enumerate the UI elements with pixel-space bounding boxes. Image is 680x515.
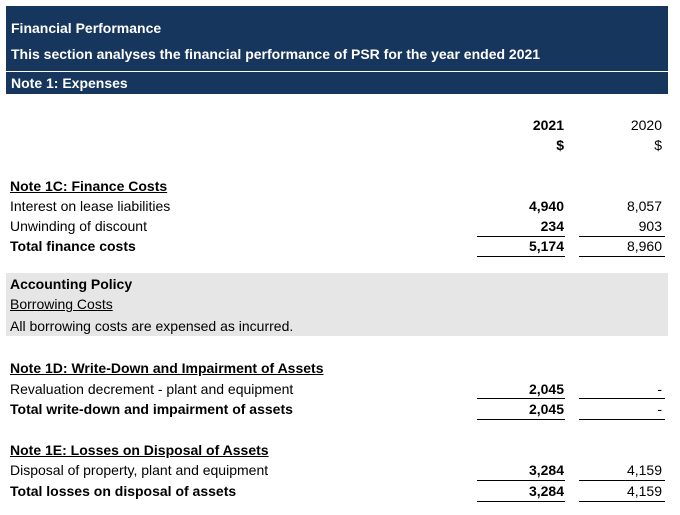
total-rule bbox=[477, 419, 565, 420]
row-value-2020: - bbox=[657, 381, 662, 397]
subtotal-rule bbox=[579, 398, 665, 399]
subtotal-rule bbox=[579, 236, 665, 237]
row-label: Disposal of property, plant and equipmen… bbox=[10, 462, 269, 478]
total-value-2020: 4,159 bbox=[626, 483, 662, 499]
total-label: Total losses on disposal of assets bbox=[10, 483, 237, 499]
total-rule bbox=[579, 419, 665, 420]
note-1c-title: Note 1C: Finance Costs bbox=[10, 178, 168, 194]
row-label: Unwinding of discount bbox=[10, 218, 147, 234]
subtotal-rule bbox=[477, 480, 565, 481]
accounting-policy-box bbox=[6, 273, 668, 336]
total-value-2020: 8,960 bbox=[626, 238, 662, 254]
row-label: Revaluation decrement - plant and equipm… bbox=[10, 381, 294, 397]
note-1d-title: Note 1D: Write-Down and Impairment of As… bbox=[10, 360, 324, 376]
total-rule bbox=[477, 501, 565, 502]
section-subtitle: This section analyses the financial perf… bbox=[11, 46, 541, 62]
section-header: Financial Performance This section analy… bbox=[6, 6, 668, 71]
note-1-bar: Note 1: Expenses bbox=[6, 72, 668, 94]
row-value-2021: 4,940 bbox=[528, 198, 564, 214]
total-rule bbox=[579, 501, 665, 502]
row-value-2020: 903 bbox=[638, 218, 662, 234]
subtotal-rule bbox=[477, 236, 565, 237]
row-value-2021: 2,045 bbox=[528, 381, 564, 397]
row-value-2021: 234 bbox=[540, 218, 564, 234]
policy-title: Accounting Policy bbox=[10, 276, 133, 292]
total-value-2021: 5,174 bbox=[528, 238, 564, 254]
row-value-2020: 8,057 bbox=[626, 198, 662, 214]
total-value-2021: 3,284 bbox=[528, 483, 564, 499]
section-title: Financial Performance bbox=[11, 20, 162, 36]
total-label: Total finance costs bbox=[10, 238, 136, 254]
policy-subtitle: Borrowing Costs bbox=[10, 296, 113, 312]
note-1e-title: Note 1E: Losses on Disposal of Assets bbox=[10, 442, 269, 458]
col-2020-year: 2020 bbox=[630, 117, 662, 133]
total-label: Total write-down and impairment of asset… bbox=[10, 401, 293, 417]
row-value-2021: 3,284 bbox=[528, 462, 564, 478]
row-value-2020: 4,159 bbox=[626, 462, 662, 478]
subtotal-rule bbox=[579, 480, 665, 481]
total-value-2021: 2,045 bbox=[528, 401, 564, 417]
subtotal-rule bbox=[477, 398, 565, 399]
row-label: Interest on lease liabilities bbox=[10, 198, 171, 214]
note-1-title: Note 1: Expenses bbox=[11, 75, 128, 91]
total-rule bbox=[579, 256, 665, 257]
col-2021-currency: $ bbox=[556, 137, 564, 153]
policy-text: All borrowing costs are expensed as incu… bbox=[10, 318, 294, 334]
col-2021-year: 2021 bbox=[532, 117, 564, 133]
total-rule bbox=[477, 256, 565, 257]
total-value-2020: - bbox=[657, 401, 662, 417]
col-2020-currency: $ bbox=[654, 137, 662, 153]
